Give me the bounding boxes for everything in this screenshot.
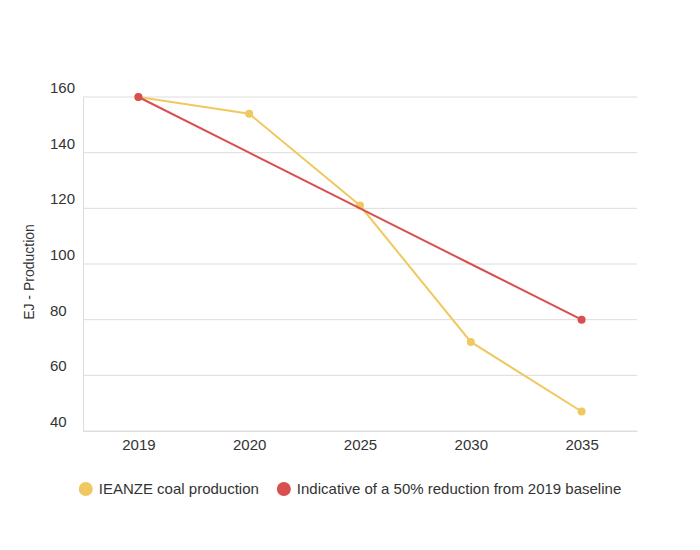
x-tick: 2035	[565, 431, 598, 453]
legend-swatch	[79, 482, 93, 496]
y-tick-label: 120	[50, 190, 75, 207]
legend: IEANZE coal production Indicative of a 50…	[79, 480, 621, 497]
series-line	[138, 97, 581, 320]
y-tick: 100	[50, 246, 83, 265]
x-tick: 2020	[233, 431, 266, 453]
grid	[83, 97, 637, 431]
y-tick-label: 100	[50, 246, 75, 263]
y-axis: 40 60 80 100 120 140 160	[50, 79, 84, 432]
x-tick: 2025	[344, 431, 377, 453]
x-tick-label: 2025	[344, 436, 377, 453]
legend-swatch	[277, 482, 291, 496]
y-tick: 120	[50, 190, 83, 209]
y-tick: 40	[50, 413, 83, 432]
grid-line	[83, 264, 637, 265]
y-tick: 140	[50, 135, 83, 154]
legend-item: IEANZE coal production	[79, 480, 259, 497]
y-tick-label: 80	[50, 302, 67, 319]
y-tick: 60	[50, 357, 83, 376]
plot-area	[134, 93, 585, 416]
series-marker	[245, 110, 253, 118]
grid-line	[83, 431, 637, 432]
x-tick: 2019	[122, 431, 155, 453]
series-marker	[578, 316, 586, 324]
series-line	[138, 97, 581, 412]
legend-label: IEANZE coal production	[99, 480, 259, 497]
x-tick-label: 2030	[455, 436, 488, 453]
y-axis-title: EJ - Production	[21, 224, 37, 320]
legend-label: Indicative of a 50% reduction from 2019 …	[297, 480, 621, 497]
y-tick-label: 140	[50, 135, 75, 152]
x-axis-line	[84, 431, 638, 432]
x-tick: 2030	[455, 431, 488, 453]
y-tick: 160	[50, 79, 83, 98]
series-marker	[578, 408, 586, 416]
grid-line	[83, 97, 637, 98]
series-marker	[467, 338, 475, 346]
y-axis-line	[83, 98, 84, 432]
grid-line	[83, 375, 637, 376]
x-tick-label: 2035	[565, 436, 598, 453]
legend-item: Indicative of a 50% reduction from 2019 …	[277, 480, 621, 497]
chart: 40 60 80 100 120 140 160 2019 2020 2025 2030 2035 EJ…	[0, 0, 700, 550]
series-marker	[134, 93, 142, 101]
y-tick-label: 160	[50, 79, 75, 96]
y-tick-label: 60	[50, 357, 67, 374]
grid-line	[83, 152, 637, 153]
x-tick-label: 2019	[122, 436, 155, 453]
y-tick-label: 40	[50, 413, 67, 430]
series-marker	[134, 93, 142, 101]
x-axis: 2019 2020 2025 2030 2035	[84, 431, 638, 453]
y-tick: 80	[50, 302, 83, 321]
grid-line	[83, 319, 637, 320]
x-tick-label: 2020	[233, 436, 266, 453]
